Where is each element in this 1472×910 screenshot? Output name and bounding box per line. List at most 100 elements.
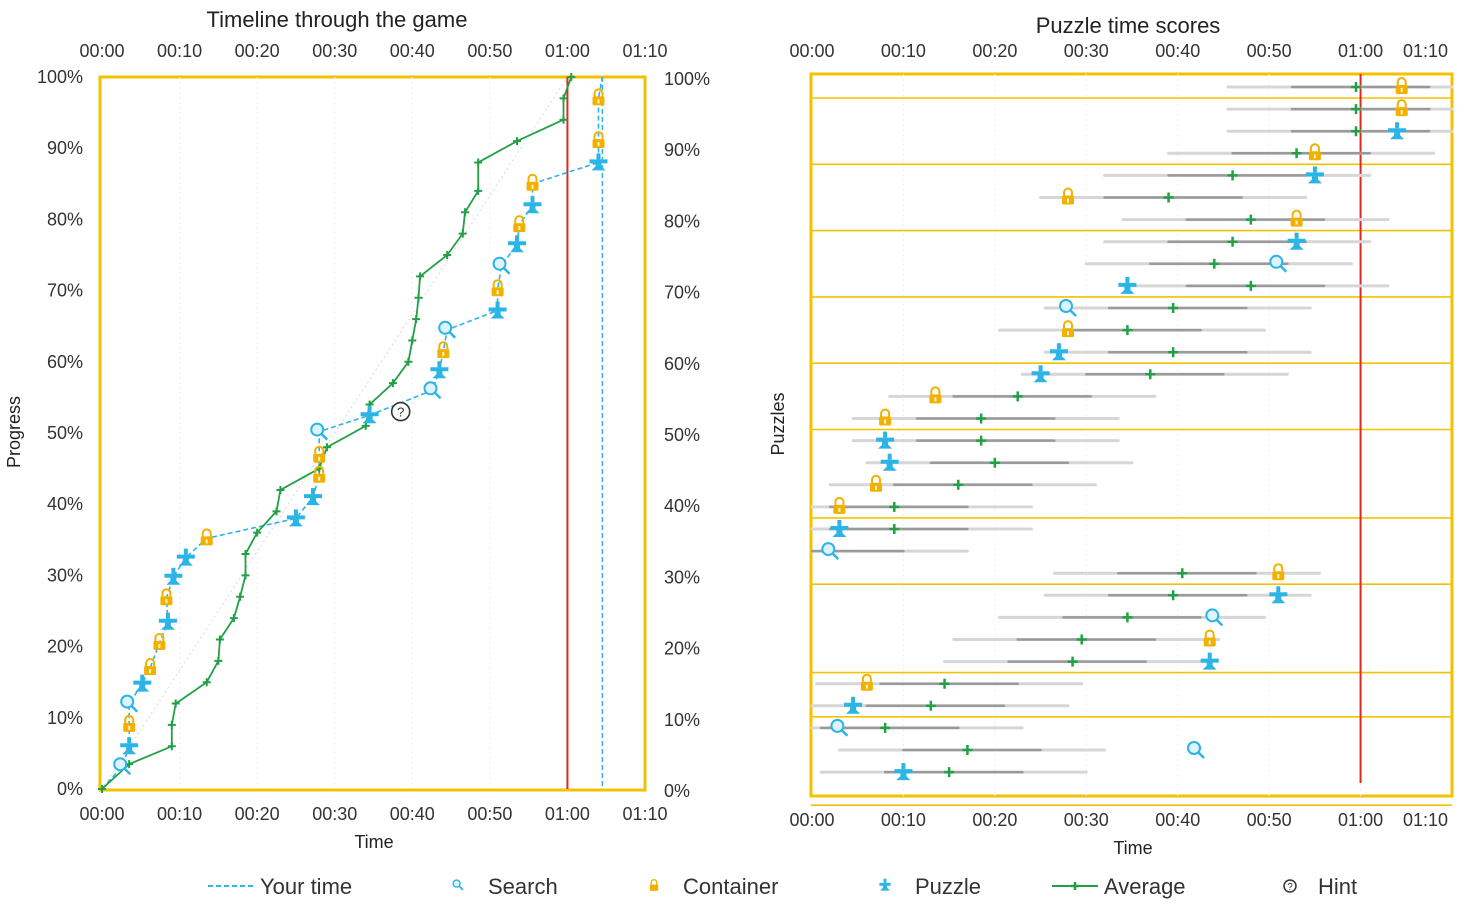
puzzle-scores-title: Puzzle time scores — [1036, 13, 1221, 38]
timeline-x-tick-top: 00:30 — [312, 41, 357, 61]
container-marker — [491, 279, 504, 297]
container-marker — [592, 88, 605, 106]
average-point — [461, 208, 470, 217]
average-point — [236, 592, 245, 601]
average-point — [322, 443, 331, 452]
search-icon — [452, 879, 464, 891]
timeline-y-tick-left: 70% — [47, 281, 83, 301]
search-marker — [1187, 741, 1205, 759]
puzzle-row — [1052, 563, 1321, 581]
average-marker — [1122, 325, 1133, 336]
average-marker — [976, 435, 987, 446]
svg-text:?: ? — [397, 405, 404, 420]
average-point — [167, 742, 176, 751]
puzzle-row — [888, 386, 1157, 404]
search-marker — [438, 320, 457, 339]
timeline-y-tick-right: 50% — [664, 425, 700, 445]
timeline-y-tick-left: 10% — [47, 708, 83, 728]
timeline-y-ticks-left: 0% 10% 20% 30% 40% 50% 60% 70% 80% 90% 100% — [37, 67, 83, 799]
average-marker — [1227, 170, 1238, 181]
timeline-x-tick-top: 00:20 — [235, 41, 280, 61]
puzzle-row — [1039, 187, 1308, 205]
container-marker — [160, 588, 173, 606]
puzzle-row — [1226, 122, 1454, 140]
puzzle-row — [1226, 77, 1454, 94]
container-marker — [526, 173, 539, 191]
average-point — [276, 485, 285, 494]
timeline-y-tick-right: 0% — [664, 781, 690, 801]
timeline-y-tick-left: 20% — [47, 637, 83, 657]
puzzle-scores-x-ticks-bottom: 00:00 00:10 00:20 00:30 00:40 00:50 01:00 01:10 — [789, 810, 1448, 830]
timeline-y-tick-right: 20% — [664, 639, 700, 659]
timeline-y-tick-left: 30% — [47, 565, 83, 585]
puzzle-scores-x-tick-top: 00:10 — [881, 41, 926, 61]
container-marker — [153, 633, 166, 650]
timeline-x-tick-top: 01:10 — [622, 41, 667, 61]
average-marker — [1163, 192, 1174, 203]
puzzle-row — [851, 431, 1120, 449]
container-marker — [1308, 143, 1321, 161]
average-point — [171, 699, 180, 708]
average-point — [229, 614, 238, 623]
hint-marker: ? — [390, 401, 411, 422]
average-marker — [962, 745, 973, 755]
puzzle-marker — [488, 301, 507, 319]
average-marker — [925, 700, 936, 711]
timeline-title: Timeline through the game — [207, 7, 468, 32]
average-marker — [1291, 148, 1302, 159]
timeline-y-tick-left: 100% — [37, 67, 83, 87]
puzzle-marker — [1269, 586, 1288, 604]
puzzle-marker — [176, 548, 195, 566]
container-marker — [313, 445, 326, 463]
puzzle-scores-x-tick-bottom: 01:10 — [1403, 810, 1448, 830]
average-marker — [880, 722, 891, 733]
puzzle-row — [810, 496, 1033, 514]
average-marker — [1168, 590, 1179, 601]
average-marker — [1076, 634, 1087, 645]
average-point — [408, 336, 417, 345]
average-point — [215, 635, 224, 644]
container-marker — [144, 658, 157, 675]
average-marker — [1227, 236, 1238, 247]
legend-label-your-time: Your time — [260, 874, 352, 899]
puzzle-marker — [164, 567, 183, 585]
average-marker — [1012, 391, 1023, 402]
search-marker — [1059, 299, 1077, 317]
puzzle-scores-rows — [810, 77, 1454, 781]
average-point — [513, 137, 522, 146]
average-marker — [1351, 126, 1361, 137]
timeline-y-tick-left: 40% — [47, 494, 83, 514]
container-marker — [833, 496, 846, 514]
timeline-x-tick-bottom: 00:20 — [235, 804, 280, 824]
puzzle-scores-x-tick-top: 00:40 — [1155, 41, 1200, 61]
puzzle-scores-x-tick-bottom: 00:00 — [789, 810, 834, 830]
puzzle-marker — [1305, 166, 1324, 184]
average-marker — [1067, 656, 1078, 667]
puzzle-scores-chart: Puzzle time scores 00:00 00:10 00:20 00:30 0… — [768, 13, 1454, 858]
puzzle-marker — [304, 488, 322, 506]
average-line — [101, 76, 573, 790]
average-marker — [1122, 612, 1133, 623]
container-marker — [1395, 77, 1408, 94]
timeline-markers: ? — [98, 73, 608, 793]
puzzle-scores-x-tick-bottom: 01:00 — [1338, 810, 1383, 830]
timeline-y-tick-right: 10% — [664, 710, 700, 730]
puzzle-marker — [880, 453, 899, 471]
search-marker — [310, 422, 329, 441]
puzzle-marker — [894, 763, 913, 781]
average-point — [167, 720, 176, 729]
puzzle-row — [997, 608, 1267, 627]
timeline-y-tick-right: 40% — [664, 496, 700, 516]
puzzle-row — [1043, 343, 1312, 361]
puzzle-marker — [430, 361, 449, 379]
container-marker — [1272, 563, 1285, 581]
container-marker — [1062, 320, 1074, 338]
timeline-x-tick-bottom: 00:00 — [79, 804, 124, 824]
puzzle-marker — [876, 431, 895, 449]
puzzle-scores-x-tick-top: 00:20 — [972, 41, 1017, 61]
puzzle-row — [1118, 276, 1390, 294]
timeline-y-tick-left: 60% — [47, 352, 83, 372]
average-point — [443, 251, 452, 259]
timeline-y-tick-right: 30% — [664, 567, 700, 587]
container-marker — [870, 474, 882, 492]
